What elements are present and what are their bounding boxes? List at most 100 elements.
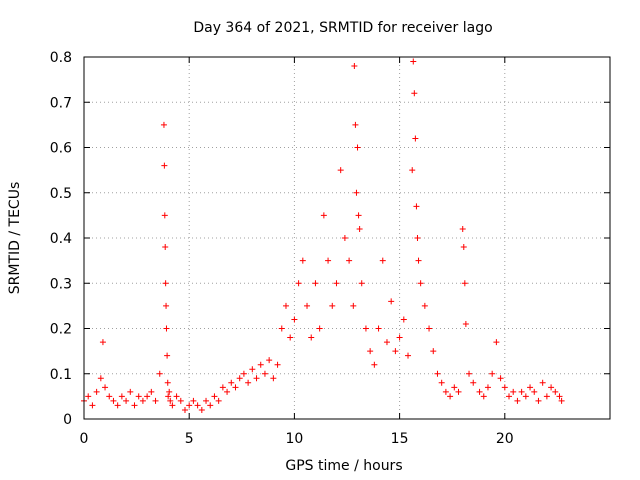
data-point	[207, 402, 214, 409]
data-point	[466, 370, 473, 377]
data-point	[501, 384, 508, 391]
data-point	[558, 397, 565, 404]
data-point	[442, 388, 449, 395]
data-point	[447, 393, 454, 400]
y-tick-label: 0	[63, 412, 72, 428]
data-point	[462, 320, 469, 327]
data-point	[270, 375, 277, 382]
data-point	[186, 402, 193, 409]
data-point	[412, 135, 419, 142]
data-point	[232, 384, 239, 391]
data-point	[480, 393, 487, 400]
y-tick-label: 0.2	[50, 322, 72, 338]
data-point	[131, 402, 138, 409]
chart-title: Day 364 of 2021, SRMTID for receiver lag…	[193, 20, 492, 36]
data-point	[93, 388, 100, 395]
data-point	[543, 393, 550, 400]
data-point	[127, 388, 134, 395]
data-point	[355, 212, 362, 219]
data-point	[219, 384, 226, 391]
data-point	[118, 393, 125, 400]
data-point	[470, 379, 477, 386]
data-point	[163, 302, 170, 309]
data-point	[152, 397, 159, 404]
data-point	[144, 393, 151, 400]
data-point	[163, 325, 170, 332]
data-point	[236, 375, 243, 382]
data-point	[514, 397, 521, 404]
data-point	[253, 375, 260, 382]
data-point	[249, 366, 256, 373]
data-point	[405, 352, 412, 359]
data-point	[274, 361, 281, 368]
data-point	[358, 280, 365, 287]
data-point	[194, 402, 201, 409]
data-point	[156, 370, 163, 377]
data-point	[110, 397, 117, 404]
data-point	[181, 406, 188, 413]
data-point	[211, 393, 218, 400]
data-point	[375, 325, 382, 332]
data-point	[135, 393, 142, 400]
data-point	[539, 379, 546, 386]
data-point	[379, 257, 386, 264]
data-point	[506, 393, 513, 400]
data-point	[409, 167, 416, 174]
data-point	[228, 379, 235, 386]
x-tick-label: 10	[285, 431, 303, 447]
data-point	[417, 280, 424, 287]
data-points	[81, 58, 565, 413]
x-tick-label: 15	[391, 431, 409, 447]
data-point	[351, 63, 358, 70]
data-point	[148, 388, 155, 395]
data-point	[371, 361, 378, 368]
data-point	[383, 339, 390, 346]
data-point	[162, 244, 169, 251]
data-point	[166, 388, 173, 395]
data-point	[518, 388, 525, 395]
data-point	[224, 388, 231, 395]
data-point	[240, 370, 247, 377]
x-tick-label: 20	[496, 431, 514, 447]
data-point	[354, 144, 361, 151]
data-point	[460, 244, 467, 251]
data-point	[415, 257, 422, 264]
data-point	[552, 388, 559, 395]
data-point	[161, 212, 168, 219]
data-point	[299, 257, 306, 264]
data-point	[522, 393, 529, 400]
data-point	[461, 280, 468, 287]
data-point	[177, 397, 184, 404]
data-point	[556, 393, 563, 400]
data-point	[362, 325, 369, 332]
x-axis-label: GPS time / hours	[285, 458, 402, 474]
data-point	[215, 397, 222, 404]
data-point	[161, 162, 168, 169]
data-point	[245, 379, 252, 386]
y-tick-label: 0.1	[50, 367, 72, 383]
data-point	[341, 235, 348, 241]
data-point	[97, 375, 104, 382]
data-point	[430, 348, 437, 355]
data-point	[123, 397, 130, 404]
data-point	[162, 280, 169, 287]
data-point	[173, 393, 180, 400]
data-point	[367, 348, 374, 355]
data-point	[333, 280, 340, 287]
data-point	[325, 257, 332, 264]
data-point	[346, 257, 353, 264]
data-point	[350, 302, 357, 309]
data-point	[278, 325, 285, 332]
data-point	[410, 58, 417, 65]
data-point	[421, 302, 428, 309]
data-point	[392, 348, 399, 355]
data-point	[329, 302, 336, 309]
y-tick-label: 0.8	[50, 50, 72, 66]
data-point	[164, 379, 171, 386]
data-point	[493, 339, 500, 346]
data-point	[167, 397, 174, 404]
data-point	[164, 352, 171, 359]
y-tick-label: 0.3	[50, 276, 72, 292]
data-point	[266, 357, 273, 364]
